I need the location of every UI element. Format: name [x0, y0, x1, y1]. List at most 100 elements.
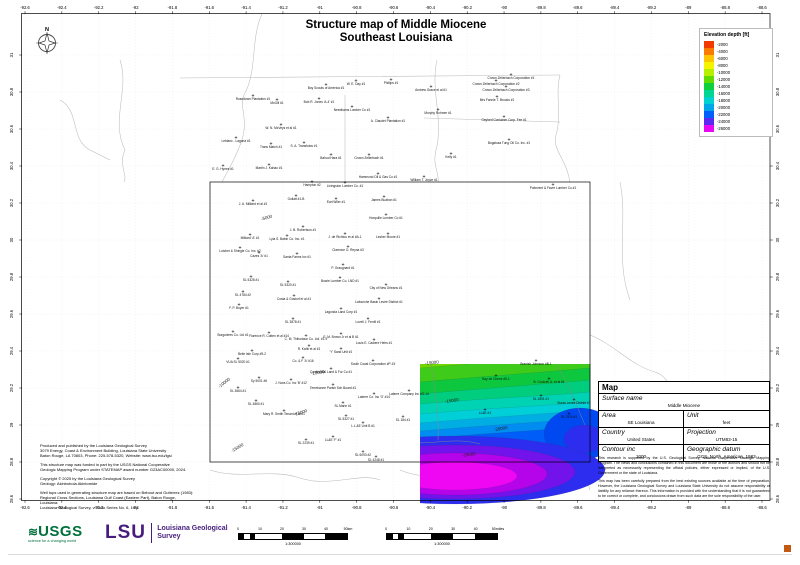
well-marker-icon	[238, 246, 242, 249]
well-label: Lovell J. Ferrill #1	[356, 320, 381, 324]
lon-label: -90.6	[389, 505, 399, 510]
well-marker-icon	[361, 421, 365, 424]
well-marker-icon	[494, 79, 498, 82]
well-marker-icon	[567, 412, 571, 415]
well-label: Mary R. Smith Tenant et al #1	[263, 412, 305, 416]
legend-swatch	[704, 62, 714, 69]
well-label: Santa Farms Inc #1	[283, 255, 311, 259]
well-label: Laterre Company Inc #G-14	[389, 392, 429, 396]
well-label: Horquille Lumber Co #1	[369, 216, 403, 220]
well-label: E. G. Hynes #1	[212, 167, 234, 171]
well-marker-icon	[248, 233, 252, 236]
legend-swatch	[704, 83, 714, 90]
well-label: SL 3878 #1	[285, 320, 301, 324]
table-row-surface: Surface name Middle Miocene	[599, 394, 769, 411]
legend-swatch	[704, 111, 714, 118]
well-marker-icon	[346, 245, 350, 248]
title-line-2: Southeast Louisiana	[339, 32, 453, 45]
well-label: P. Graugnard #1	[331, 266, 354, 270]
lon-label: -90.6	[389, 5, 399, 10]
legend-swatch	[704, 41, 714, 48]
well-label: Milliard 'A' #1	[241, 236, 260, 240]
lon-label: -89.2	[647, 5, 657, 10]
elevation-legend: Elevation depth [ft] -2000 -4000 -6000 -800…	[699, 28, 773, 137]
well-marker-icon	[495, 95, 499, 98]
lon-label: -89.8	[536, 505, 546, 510]
well-label: SL 5327 #1	[338, 417, 354, 421]
well-marker-icon	[504, 85, 508, 88]
lat-label: 30.2	[775, 198, 780, 207]
well-marker-icon	[275, 98, 279, 101]
unit-value: feet	[722, 420, 731, 425]
well-label: Livingston Lumber Co. #1	[327, 184, 364, 188]
well-marker-icon	[341, 401, 345, 404]
well-marker-icon	[267, 163, 271, 166]
legend-tick-label: -12000	[717, 77, 731, 82]
scalebar-bar	[238, 533, 348, 540]
well-label: McGill #1	[270, 101, 284, 105]
well-marker-icon	[367, 153, 371, 156]
surface-name-value: Middle Miocene	[667, 403, 701, 408]
legend-row: -22000	[704, 111, 770, 118]
projection-value: UTM83-15	[715, 437, 738, 442]
lat-label: 31	[775, 52, 780, 57]
well-marker-icon	[361, 450, 365, 453]
well-marker-icon	[354, 79, 358, 82]
well-marker-icon	[343, 232, 347, 235]
surface-name-label: Surface name	[602, 395, 643, 402]
well-label: Belle Isle Corp #9-2	[238, 352, 266, 356]
table-cell-country: Country United States	[599, 428, 684, 445]
lat-label: 30.4	[9, 161, 14, 170]
legend-row: -8000	[704, 62, 770, 69]
well-marker-icon	[267, 331, 271, 334]
lon-label: -91.8	[168, 505, 178, 510]
well-marker-icon	[372, 392, 376, 395]
legend-row: -10000	[704, 69, 770, 76]
well-marker-icon	[494, 374, 498, 377]
well-label: Phillips #1	[384, 81, 399, 85]
well-label: City of New Orleans #1	[370, 286, 403, 290]
structure-map-border	[209, 181, 591, 463]
well-label: Crown Zellerbach Corporation #1	[488, 76, 535, 80]
legend-row: -12000	[704, 76, 770, 83]
lat-label: 30.8	[9, 87, 14, 96]
well-marker-icon	[324, 83, 328, 86]
contour-label: -10000	[311, 369, 326, 376]
lat-label: 30	[9, 237, 14, 242]
well-marker-icon	[329, 367, 333, 370]
well-marker-icon	[304, 334, 308, 337]
legend-row: -20000	[704, 104, 770, 111]
well-label: L.L.&E Unit B #1	[351, 424, 375, 428]
well-marker-icon	[295, 252, 299, 255]
well-label: Gullatt #1-B	[288, 197, 305, 201]
lon-label: -92.6	[20, 5, 30, 10]
lat-label: 30.8	[775, 87, 780, 96]
corner-mark	[784, 545, 791, 552]
lat-label: 30.6	[9, 124, 14, 133]
well-label: Burguieres Co. Ltd #1	[217, 333, 248, 337]
well-label: Laterre Co. Inc 'G' #14	[358, 395, 390, 399]
area-label: Area	[602, 412, 616, 419]
well-label: J. de Richtou et al #A-1	[328, 235, 361, 239]
well-label: F. P. Boyer #1	[229, 306, 249, 310]
legend-row: -6000	[704, 55, 770, 62]
axis-longitude-bottom: -92.6 -92.4 -92.2 -92 -91.8 -91.6 -91.4 -91.2 -9…	[20, 505, 767, 510]
well-label: Clarence O. Reyna #3	[332, 248, 364, 252]
lat-label: 30.6	[775, 124, 780, 133]
well-label: S. A. Transfotos #1	[291, 144, 318, 148]
contour-inc-value: 1000	[635, 454, 647, 459]
legend-color-scale: -2000 -4000 -6000 -8000 -10000 -12000 -14000 -1…	[704, 41, 770, 132]
lon-label: -88.6	[757, 5, 767, 10]
legend-tick-label: -10000	[717, 70, 731, 75]
table-cell-unit: Unit feet	[684, 411, 769, 428]
scalebar-tick-label: 30	[451, 527, 456, 531]
legend-row: -14000	[704, 83, 770, 90]
credits-funding: This structure map was funded in part by…	[40, 462, 187, 473]
well-label: Trans Match #1	[260, 145, 282, 149]
legend-title: Elevation depth [ft]	[704, 32, 750, 38]
lon-label: -90	[501, 505, 508, 510]
lon-label: -92.4	[57, 5, 67, 10]
well-label: Boy Scouts of America #1	[308, 86, 345, 90]
table-cell-projection: Projection UTM83-15	[684, 428, 769, 445]
well-label: James Buabon #1	[371, 198, 397, 202]
